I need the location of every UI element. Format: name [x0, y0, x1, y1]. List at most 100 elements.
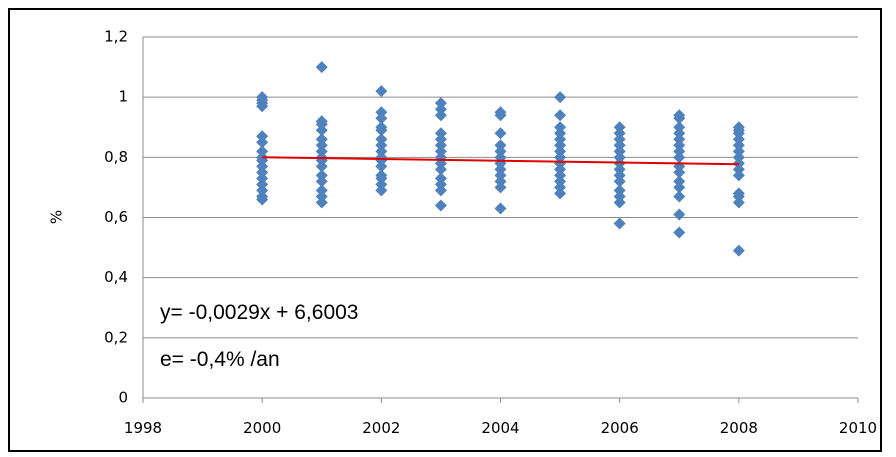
data-point: [315, 124, 328, 137]
data-point: [256, 160, 269, 173]
data-point: [673, 121, 686, 134]
data-point: [732, 169, 745, 182]
data-point: [315, 175, 328, 188]
data-point: [673, 109, 686, 122]
data-point: [315, 190, 328, 203]
data-point: [256, 130, 269, 143]
data-point: [434, 163, 447, 176]
data-points: [256, 61, 745, 257]
data-point: [613, 169, 626, 182]
data-point: [613, 151, 626, 164]
data-point: [673, 226, 686, 239]
data-point: [554, 151, 567, 164]
data-point: [256, 136, 269, 149]
data-point: [554, 163, 567, 176]
data-point: [673, 208, 686, 221]
data-point: [315, 133, 328, 146]
data-point: [673, 139, 686, 152]
trendline: [262, 156, 739, 166]
data-point: [434, 199, 447, 212]
y-tick-label: 0,4: [104, 268, 128, 286]
data-point: [613, 139, 626, 152]
y-tick-label: 0,2: [104, 328, 128, 346]
data-point: [315, 145, 328, 158]
data-point: [434, 139, 447, 152]
x-tick-labels: 1998 2000 2002 2004 2006 2008 2010: [124, 419, 877, 437]
data-point: [673, 190, 686, 203]
data-point: [613, 217, 626, 230]
data-point: [256, 145, 269, 158]
data-point: [732, 163, 745, 176]
data-point: [494, 202, 507, 215]
data-point: [256, 166, 269, 179]
data-point: [494, 139, 507, 152]
data-point: [375, 160, 388, 173]
data-point: [315, 196, 328, 209]
trend-equation-annotation: y= -0,0029x + 6,6003: [160, 301, 359, 324]
data-point: [256, 178, 269, 191]
data-point: [494, 169, 507, 182]
y-tick-labels: 0 0,2 0,4 0,6 0,8 1 1,2: [104, 28, 128, 407]
data-point: [315, 139, 328, 152]
chart-frame: [8, 8, 882, 452]
data-point: [256, 172, 269, 185]
data-point: [315, 61, 328, 74]
data-point: [613, 196, 626, 209]
data-point: [375, 121, 388, 134]
data-point: [554, 127, 567, 140]
data-point: [494, 175, 507, 188]
data-point: [434, 133, 447, 146]
data-point: [315, 160, 328, 173]
data-point: [613, 163, 626, 176]
data-point: [375, 112, 388, 125]
data-point: [554, 169, 567, 182]
data-point: [732, 196, 745, 209]
data-point: [554, 139, 567, 152]
data-point: [613, 184, 626, 197]
data-point: [375, 169, 388, 182]
x-tick-label: 2006: [601, 419, 639, 437]
data-point: [673, 145, 686, 158]
data-point: [613, 121, 626, 134]
data-point: [375, 133, 388, 146]
data-point: [554, 133, 567, 146]
data-point: [434, 109, 447, 122]
x-tick-label: 2010: [839, 419, 877, 437]
axes: [142, 37, 859, 403]
data-point: [732, 244, 745, 257]
data-point: [494, 163, 507, 176]
data-point: [315, 184, 328, 197]
x-tick-label: 2004: [481, 419, 519, 437]
data-point: [256, 190, 269, 203]
data-point: [494, 106, 507, 119]
data-point: [673, 166, 686, 179]
data-point: [732, 151, 745, 164]
data-point: [375, 145, 388, 158]
data-point: [554, 91, 567, 104]
data-point: [673, 133, 686, 146]
data-point: [554, 157, 567, 170]
trend-rate-annotation: e= -0,4% /an: [160, 348, 280, 371]
data-point: [315, 115, 328, 128]
data-point: [434, 172, 447, 185]
x-tick-label: 2002: [362, 419, 400, 437]
x-tick-label: 2000: [243, 419, 281, 437]
data-point: [434, 178, 447, 191]
data-point: [732, 121, 745, 134]
data-point: [256, 91, 269, 104]
data-point: [554, 175, 567, 188]
data-point: [554, 145, 567, 158]
data-point: [375, 85, 388, 98]
data-point: [613, 133, 626, 146]
data-point: [434, 97, 447, 110]
y-tick-label: 1: [118, 88, 128, 106]
data-point: [434, 145, 447, 158]
data-point: [613, 175, 626, 188]
data-point: [554, 187, 567, 200]
data-point: [375, 139, 388, 152]
y-tick-label: 0,6: [104, 208, 128, 226]
data-point: [494, 181, 507, 194]
data-point: [732, 187, 745, 200]
data-point: [673, 181, 686, 194]
data-point: [673, 151, 686, 164]
